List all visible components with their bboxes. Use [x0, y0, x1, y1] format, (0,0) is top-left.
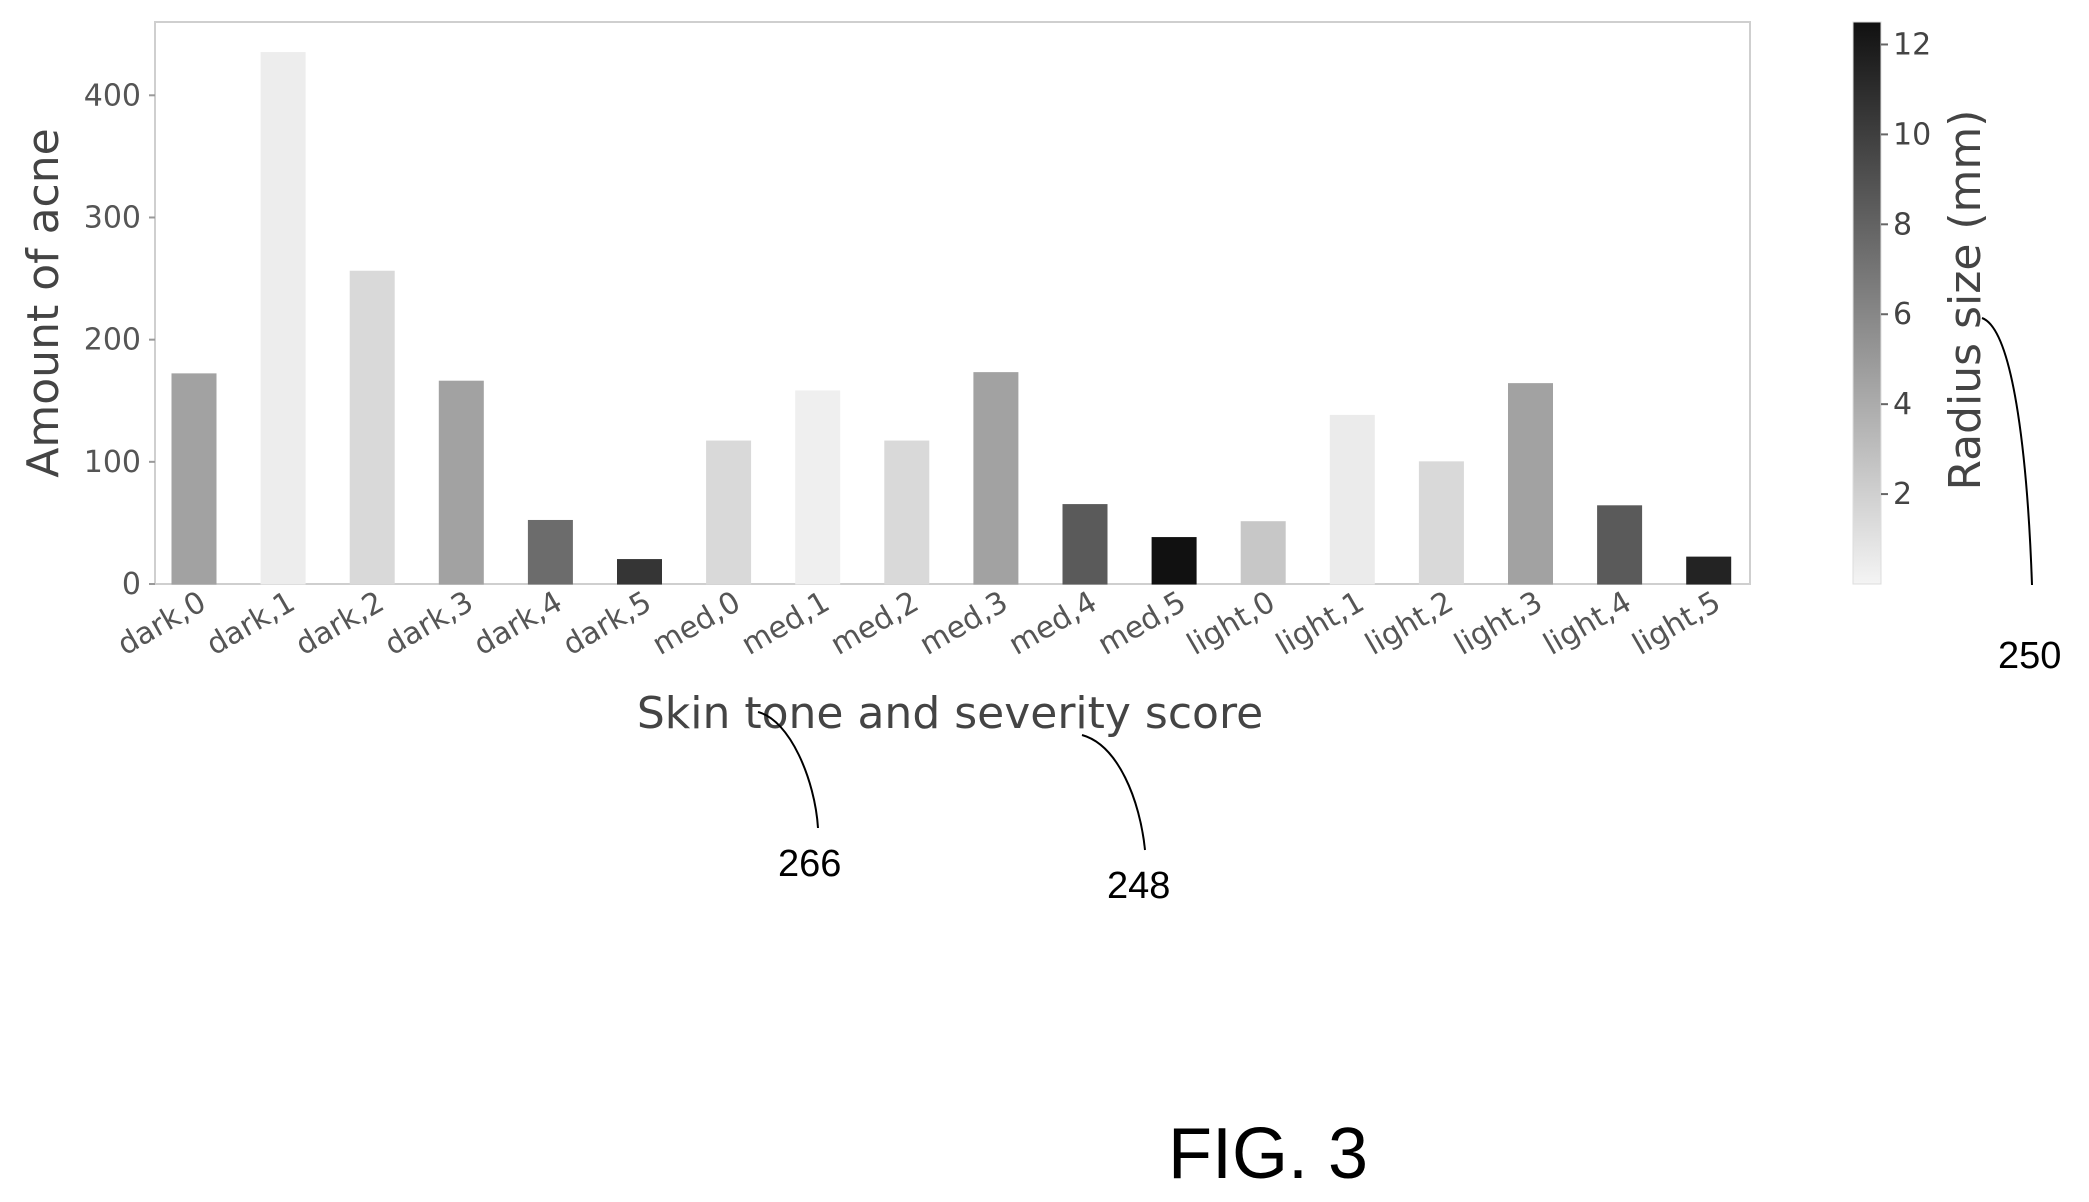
colorbar-tick-label: 6	[1893, 297, 1912, 332]
leader-line-266	[757, 711, 819, 829]
colorbar-tick-label: 12	[1893, 27, 1931, 62]
bar-light-5	[1686, 556, 1732, 585]
bar-dark-3	[438, 380, 484, 585]
y-axis-label: Amount of acne	[18, 128, 69, 477]
y-tick-label: 400	[84, 78, 141, 113]
bar-med-4	[1062, 504, 1108, 585]
bar-med-0	[706, 440, 752, 585]
bar-med-5	[1151, 537, 1197, 585]
ref-numeral-250: 250	[1998, 635, 2061, 677]
x-tick-label: med,4	[1003, 585, 1103, 663]
leader-line-248	[1081, 734, 1146, 851]
x-tick-label: light,5	[1627, 585, 1727, 663]
x-tick-label: dark,1	[201, 585, 301, 663]
plot-frame	[154, 21, 1751, 585]
bars	[171, 52, 1732, 585]
colorbar: 2 4 6 8 10 12 Radius size (mm)	[1852, 21, 1991, 585]
x-tick-label: med,3	[914, 585, 1014, 663]
y-tick-label: 0	[122, 567, 141, 602]
x-tick-label: light,2	[1360, 585, 1460, 663]
colorbar-tick-label: 2	[1893, 477, 1912, 512]
bar-dark-5	[617, 559, 662, 585]
bar-dark-1	[260, 52, 306, 585]
x-tick-label: dark,4	[468, 585, 568, 663]
bar-light-2	[1418, 461, 1464, 585]
colorbar-tick-label: 10	[1893, 117, 1931, 152]
bar-light-4	[1597, 505, 1643, 585]
x-tick-label: dark,3	[379, 585, 479, 663]
colorbar-tick-label: 4	[1893, 387, 1912, 422]
y-tick-label: 100	[84, 445, 141, 480]
x-tick-label: light,3	[1449, 585, 1549, 663]
x-tick-label: light,1	[1270, 585, 1370, 663]
bar-light-0	[1240, 521, 1286, 585]
y-tick-label: 300	[84, 200, 141, 235]
ref-numeral-266: 266	[778, 843, 841, 885]
bar-dark-2	[349, 270, 395, 585]
bar-dark-4	[527, 519, 573, 585]
ref-numeral-248: 248	[1107, 865, 1170, 907]
x-tick-label: med,2	[825, 585, 925, 663]
colorbar-ticks: 2 4 6 8 10 12	[1881, 27, 1931, 512]
bar-light-3	[1508, 383, 1553, 585]
colorbar-tick-label: 8	[1893, 207, 1912, 242]
x-tick-label: light,0	[1181, 585, 1281, 663]
colorbar-label: Radius size (mm)	[1940, 110, 1991, 491]
x-tick-label: dark,2	[290, 585, 390, 663]
y-axis: 0 100 200 300 400	[84, 78, 155, 602]
bar-med-1	[795, 390, 841, 585]
x-axis: dark,0dark,1dark,2dark,3dark,4dark,5med,…	[112, 585, 1727, 663]
x-tick-label: med,5	[1092, 585, 1192, 663]
x-tick-label: med,1	[736, 585, 836, 663]
x-axis-label: Skin tone and severity score	[637, 688, 1263, 739]
x-tick-label: dark,5	[557, 585, 657, 663]
leader-line-250	[1981, 317, 2033, 586]
x-tick-label: light,4	[1538, 585, 1638, 663]
bar-med-3	[973, 372, 1019, 585]
y-tick-label: 200	[84, 323, 141, 358]
x-tick-label: med,0	[647, 585, 747, 663]
bar-med-2	[884, 440, 930, 585]
bar-dark-0	[171, 373, 217, 585]
bar-light-1	[1329, 414, 1375, 585]
figure-label: FIG. 3	[1168, 1114, 1368, 1194]
colorbar-gradient	[1852, 21, 1882, 585]
